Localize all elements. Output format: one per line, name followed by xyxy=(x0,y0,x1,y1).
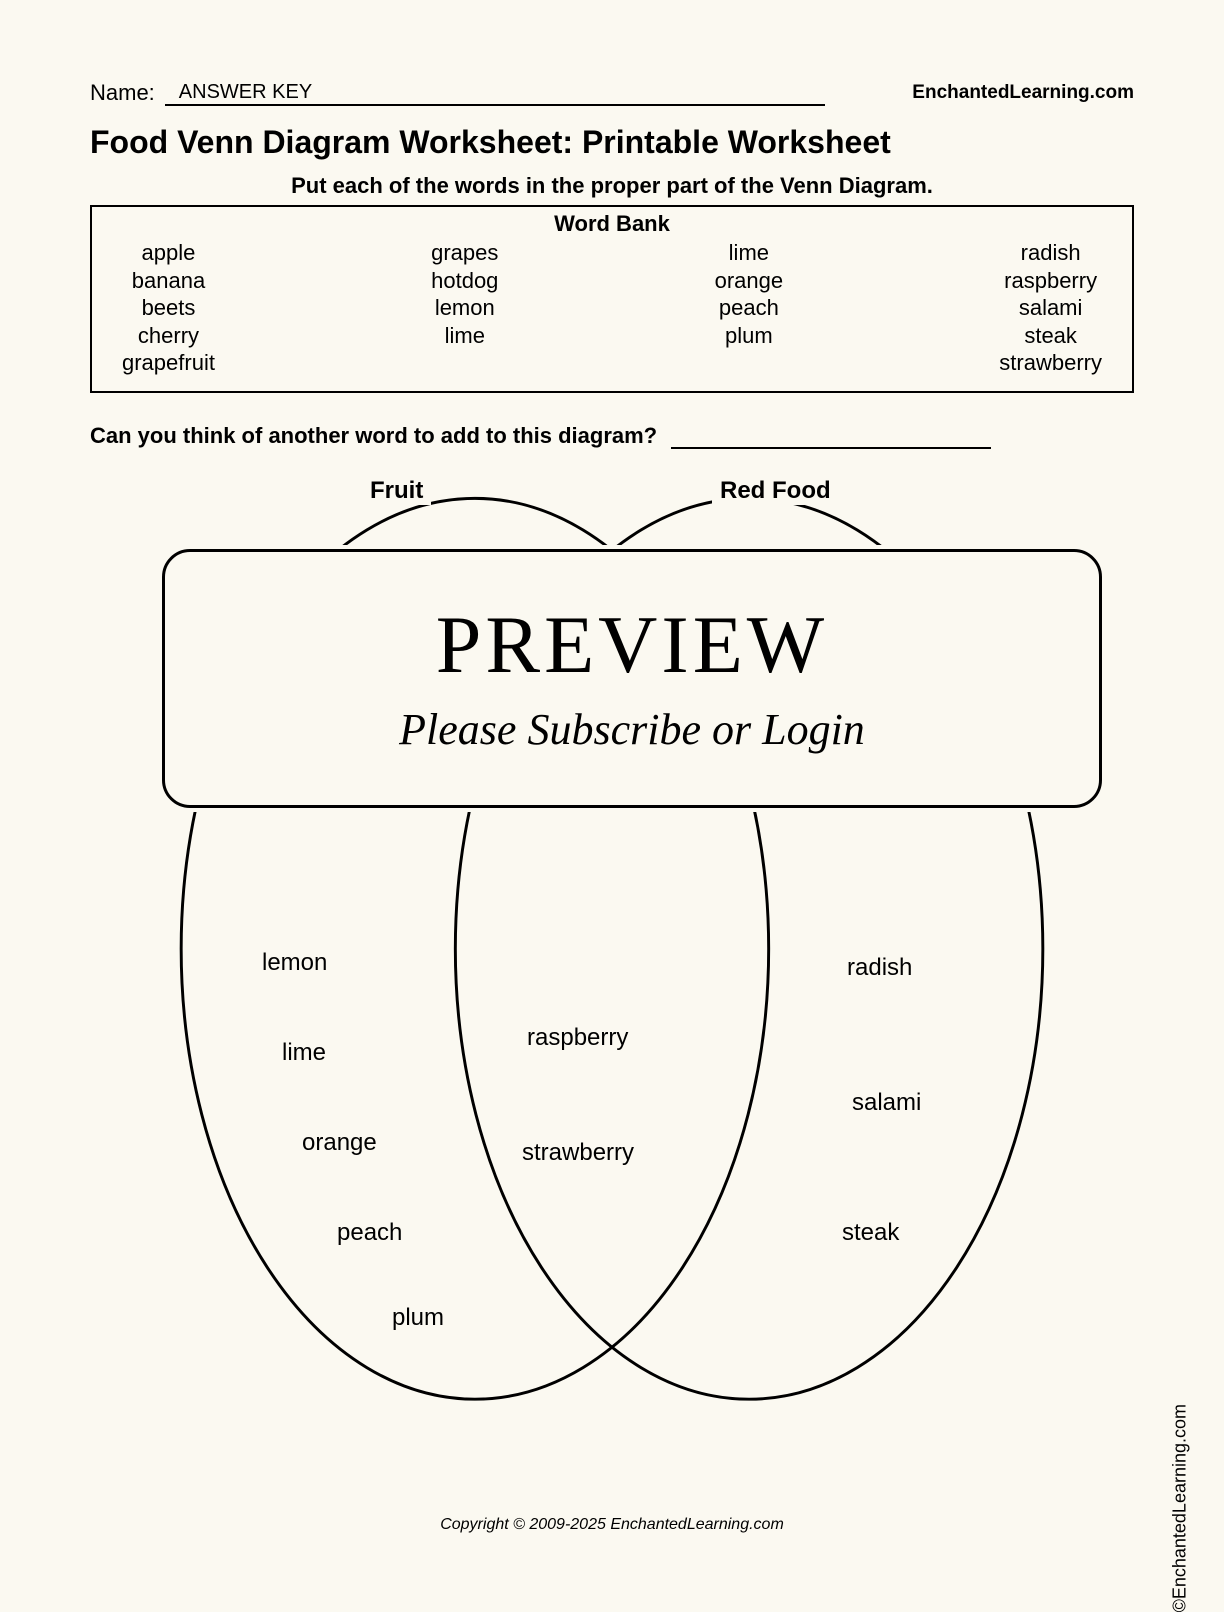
word-bank-item: raspberry xyxy=(999,267,1102,295)
name-value: ANSWER KEY xyxy=(179,81,312,104)
instruction-text: Put each of the words in the proper part… xyxy=(90,173,1134,199)
page-title: Food Venn Diagram Worksheet: Printable W… xyxy=(90,124,1134,161)
name-label: Name: xyxy=(90,80,155,106)
word-bank-col-4: radishraspberrysalamisteakstrawberry xyxy=(999,239,1102,377)
word-bank-item: banana xyxy=(122,267,215,295)
bonus-prompt: Can you think of another word to add to … xyxy=(90,423,657,449)
venn-item-right: steak xyxy=(842,1219,899,1247)
word-bank-item: grapefruit xyxy=(122,349,215,377)
word-bank: Word Bank applebananabeetscherrygrapefru… xyxy=(90,205,1134,393)
word-bank-item: apple xyxy=(122,239,215,267)
bonus-question-row: Can you think of another word to add to … xyxy=(90,423,1134,449)
worksheet-page: Name: ANSWER KEY EnchantedLearning.com F… xyxy=(0,0,1224,1584)
venn-item-left: plum xyxy=(392,1304,444,1332)
header-row: Name: ANSWER KEY EnchantedLearning.com xyxy=(90,80,1134,106)
preview-overlay: PREVIEW Please Subscribe or Login xyxy=(162,549,1102,808)
word-bank-col-2: grapeshotdoglemonlime xyxy=(431,239,498,377)
name-block: Name: ANSWER KEY xyxy=(90,80,825,106)
venn-item-left: orange xyxy=(302,1129,377,1157)
venn-diagram: Fruit Red Food lemon lime orange peach plum r… xyxy=(112,469,1112,1409)
word-bank-col-3: limeorangepeachplum xyxy=(715,239,784,377)
venn-item-middle: raspberry xyxy=(527,1024,628,1052)
venn-item-left: lime xyxy=(282,1039,326,1067)
word-bank-item: steak xyxy=(999,322,1102,350)
word-bank-col-1: applebananabeetscherrygrapefruit xyxy=(122,239,215,377)
venn-item-left: lemon xyxy=(262,949,327,977)
venn-item-left: peach xyxy=(337,1219,402,1247)
word-bank-item: cherry xyxy=(122,322,215,350)
word-bank-title: Word Bank xyxy=(122,211,1102,237)
venn-item-right: radish xyxy=(847,954,912,982)
word-bank-item: orange xyxy=(715,267,784,295)
word-bank-item: beets xyxy=(122,294,215,322)
word-bank-columns: applebananabeetscherrygrapefruit grapesh… xyxy=(122,239,1102,377)
bonus-answer-line xyxy=(671,427,991,449)
site-brand: EnchantedLearning.com xyxy=(912,82,1134,106)
word-bank-item: hotdog xyxy=(431,267,498,295)
word-bank-item: plum xyxy=(715,322,784,350)
word-bank-item: lemon xyxy=(431,294,498,322)
word-bank-item: radish xyxy=(999,239,1102,267)
venn-item-middle: strawberry xyxy=(522,1139,634,1167)
word-bank-item: salami xyxy=(999,294,1102,322)
venn-item-right: salami xyxy=(852,1089,921,1117)
name-input-line: ANSWER KEY xyxy=(165,80,825,106)
preview-title: PREVIEW xyxy=(185,598,1079,692)
side-copyright: ©EnchantedLearning.com xyxy=(1169,1404,1190,1612)
venn-left-label: Fruit xyxy=(362,477,431,505)
word-bank-item: lime xyxy=(715,239,784,267)
word-bank-item: grapes xyxy=(431,239,498,267)
footer-copyright: Copyright © 2009-2025 EnchantedLearning.… xyxy=(0,1516,1224,1534)
word-bank-item: peach xyxy=(715,294,784,322)
venn-right-label: Red Food xyxy=(712,477,839,505)
word-bank-item: strawberry xyxy=(999,349,1102,377)
preview-subtitle: Please Subscribe or Login xyxy=(185,704,1079,755)
word-bank-item: lime xyxy=(431,322,498,350)
